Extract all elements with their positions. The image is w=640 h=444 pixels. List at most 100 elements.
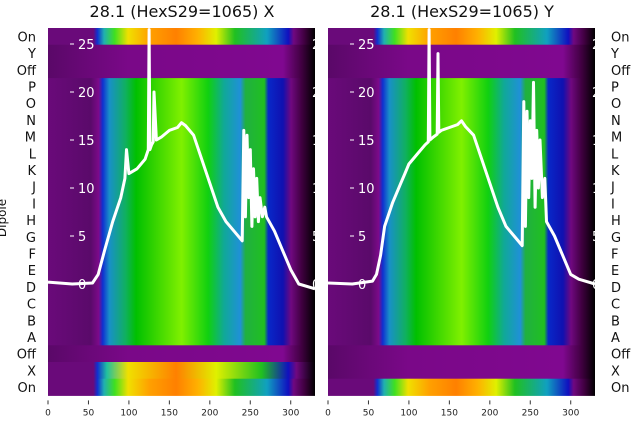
- overlay-point: [383, 225, 386, 228]
- x-tick-label: 250: [522, 408, 539, 418]
- overlay-point: [273, 230, 276, 232]
- heatmap-row: [328, 44, 595, 62]
- overlay-point: [391, 201, 394, 204]
- overlay-point: [71, 283, 74, 285]
- row-label: H: [26, 214, 36, 229]
- row-label: K: [27, 164, 36, 179]
- overlay-point: [539, 139, 541, 141]
- overlay-point: [209, 182, 211, 184]
- overlay-point: [569, 273, 572, 276]
- overlay-point: [246, 134, 248, 136]
- overlay-y-tick-label-right: 5: [312, 230, 320, 245]
- row-label: C: [27, 298, 36, 313]
- x-tick-label: 300: [282, 408, 299, 418]
- row-label: H: [611, 214, 621, 229]
- overlay-point: [534, 206, 536, 208]
- row-label: B: [27, 314, 36, 329]
- overlay-point: [200, 158, 203, 160]
- overlay-point: [125, 148, 128, 151]
- row-label: Y: [27, 47, 36, 62]
- row-label: I: [611, 197, 615, 212]
- x-tick-label: 100: [400, 408, 417, 418]
- row-label: L: [29, 147, 37, 162]
- heatmap-row: [48, 61, 315, 79]
- row-label: O: [611, 97, 621, 112]
- x-tick-label: 150: [161, 408, 178, 418]
- overlay-point: [124, 177, 126, 180]
- overlay-y-tick-label-right: 0: [592, 278, 600, 293]
- overlay-y-tick-label: 20: [78, 86, 95, 101]
- heatmap-row: [328, 94, 595, 112]
- heatmap-row: [48, 44, 315, 62]
- overlay-point: [120, 196, 122, 199]
- heatmap-row: [48, 195, 315, 213]
- heatmap-row: [48, 161, 315, 179]
- overlay-point: [149, 148, 151, 151]
- overlay-point: [497, 206, 499, 208]
- heatmap-row: [48, 228, 315, 246]
- overlay-point: [523, 100, 525, 103]
- row-label: O: [26, 97, 36, 112]
- overlay-point: [416, 153, 418, 156]
- row-label: X: [27, 364, 36, 379]
- overlay-point: [176, 126, 179, 129]
- overlay-point: [144, 158, 146, 160]
- overlay-point: [531, 177, 533, 180]
- overlay-point: [594, 283, 596, 285]
- x-tick-label: 0: [45, 408, 51, 418]
- chart-title-x: 28.1 (HexS29=1065) X: [90, 2, 275, 21]
- x-tick-label: 150: [441, 408, 458, 418]
- overlay-point: [254, 216, 256, 218]
- overlay-point: [513, 235, 515, 237]
- overlay-point: [505, 225, 507, 228]
- row-label: On: [611, 381, 629, 396]
- row-label: N: [611, 114, 621, 129]
- row-label: E: [28, 264, 36, 279]
- overlay-point: [160, 136, 163, 138]
- row-label: X: [611, 364, 620, 379]
- row-label: Off: [17, 348, 37, 363]
- overlay-line: [47, 28, 316, 291]
- x-tick-label: 300: [562, 408, 579, 418]
- overlay-y-tick-label-right: 20: [312, 86, 329, 101]
- heatmap-row: [48, 362, 315, 380]
- overlay-point: [448, 126, 451, 129]
- overlay-point: [553, 235, 556, 237]
- heatmap-row: [48, 245, 315, 263]
- overlay-point: [225, 220, 227, 223]
- overlay-point: [438, 131, 440, 134]
- overlay-point: [314, 288, 316, 290]
- x-tick-label: 200: [201, 408, 218, 418]
- row-label: On: [18, 30, 36, 45]
- heatmap-row: [328, 311, 595, 330]
- overlay-point: [257, 220, 260, 223]
- overlay-point: [437, 52, 439, 55]
- overlay-point: [408, 163, 410, 165]
- overlay-point: [578, 278, 580, 281]
- heatmap-row: [328, 28, 595, 46]
- overlay-point: [153, 91, 155, 93]
- heatmap-row: [48, 111, 315, 129]
- heatmap-row: [328, 278, 595, 296]
- row-label: Off: [17, 64, 37, 79]
- overlay-point: [545, 220, 548, 223]
- overlay-point: [243, 129, 245, 132]
- heatmap-row: [328, 245, 595, 263]
- overlay-point: [247, 196, 250, 199]
- overlay-point: [47, 281, 49, 283]
- overlay-point: [429, 139, 431, 141]
- overlay-point: [527, 196, 530, 199]
- overlay-point: [152, 141, 154, 143]
- overlay-point: [97, 273, 99, 276]
- x-tick-label: 250: [242, 408, 259, 418]
- overlay-point: [427, 141, 430, 143]
- overlay-y-tick-label-right: 25: [592, 38, 609, 53]
- overlay-point: [147, 148, 150, 151]
- heatmap-row: [48, 311, 315, 330]
- x-tick-label: 200: [481, 408, 498, 418]
- row-label: P: [28, 80, 36, 95]
- heatmap-row: [328, 328, 595, 346]
- overlay-point: [464, 125, 467, 128]
- x-tick-label: 100: [120, 408, 137, 418]
